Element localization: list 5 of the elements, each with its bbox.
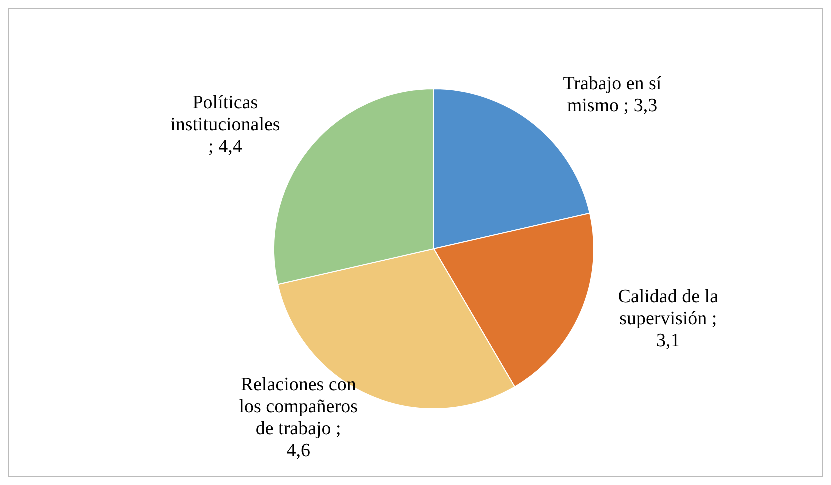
slice-label: Calidad de la supervisión ; 3,1 [618, 286, 720, 352]
slice-label: Trabajo en sí mismo ; 3,3 [563, 73, 662, 116]
slice-label: Relaciones con los compañeros de trabajo ; 4,6 [239, 374, 358, 462]
slice-label: Políticas institucionales [170, 92, 280, 136]
data-label: ; 4,4 [208, 136, 243, 158]
